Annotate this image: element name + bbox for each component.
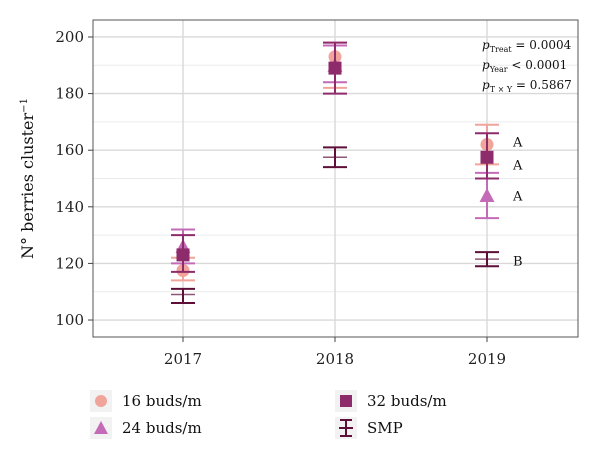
series-32-buds-m (171, 41, 499, 273)
p-subscript: T × Y (490, 85, 513, 94)
y-tick-label: 160 (55, 141, 84, 159)
significance-letter: A (512, 189, 523, 204)
y-tick-label: 140 (55, 198, 84, 216)
y-axis-title: N° berries cluster−1 (18, 98, 37, 259)
y-tick-label: 180 (55, 85, 84, 103)
p-subscript: Year (489, 65, 508, 74)
significance-letter: B (513, 255, 523, 270)
p-subscript: Treat (490, 45, 513, 54)
p-value: = 0.5867 (512, 78, 572, 92)
legend-item: 16 buds/m (90, 390, 202, 412)
data-point-circle (95, 395, 107, 407)
data-point-square (340, 395, 352, 407)
legend-item: 24 buds/m (90, 417, 202, 439)
y-tick-label: 200 (55, 28, 84, 46)
p-value: = 0.0004 (512, 38, 572, 52)
data-point-square (480, 150, 494, 164)
p-value-annotation: pT × Y = 0.5867 (482, 78, 572, 94)
data-point-square (328, 61, 342, 75)
data-point-triangle (94, 421, 108, 434)
significance-letter: A (512, 136, 523, 151)
legend-key (335, 417, 357, 439)
data-point-triangle (479, 187, 495, 202)
y-axis-title-superscript: −1 (19, 98, 30, 113)
chart: 100 120 140 160 180 200 2017 2018 2019 N° berries… (18, 19, 579, 368)
significance-letter: A (512, 158, 523, 173)
legend-item: SMP (335, 417, 403, 439)
x-tick-label: 2019 (468, 350, 506, 368)
y-axis-title-main: N° berries cluster (18, 112, 37, 258)
legend: 16 buds/m 24 buds/m 32 buds/m SMP (90, 390, 560, 450)
legend-key (90, 390, 112, 412)
x-tick-label: 2018 (316, 350, 354, 368)
legend-label: 32 buds/m (367, 392, 447, 410)
legend-label: 16 buds/m (122, 392, 202, 410)
legend-item: 32 buds/m (335, 390, 447, 412)
legend-label: 24 buds/m (122, 419, 202, 437)
legend-key (335, 390, 357, 412)
p-symbol: p (482, 38, 490, 52)
y-tick-label: 120 (55, 254, 84, 272)
x-tick-label: 2017 (164, 350, 202, 368)
plot-area: 100 120 140 160 180 200 2017 2018 2019 N° berries… (18, 19, 579, 368)
p-value-annotation: pTreat = 0.0004 (482, 38, 572, 54)
legend-key (90, 417, 112, 439)
y-tick-label: 100 (55, 311, 84, 329)
series-smp (171, 146, 499, 305)
p-value: < 0.0001 (508, 58, 568, 72)
p-symbol: p (482, 58, 490, 72)
legend-label: SMP (367, 419, 403, 437)
p-value-annotation: pYear < 0.0001 (482, 58, 567, 74)
data-point-square (176, 248, 190, 262)
p-symbol: p (482, 78, 490, 92)
